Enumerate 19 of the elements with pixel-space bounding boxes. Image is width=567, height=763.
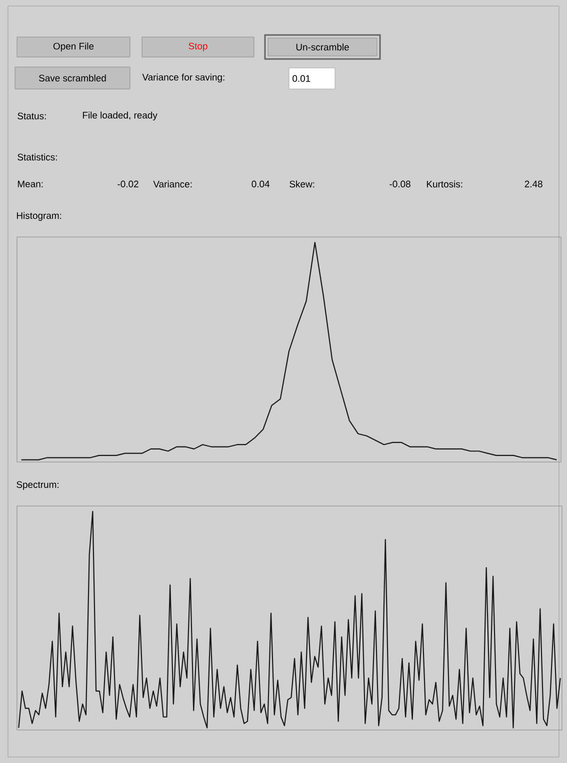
text: Un-scramble [296,44,349,50]
text: -0.08 [390,180,410,188]
chart-title: Histogram: [16,212,62,221]
text: Statistics: [18,154,57,160]
text: 0.04 [252,180,270,188]
chart-title: Spectrum: [16,481,58,490]
text: Open File [53,42,94,52]
text: Stop [188,42,208,52]
text: Variance for saving: [142,74,224,82]
text: Skew: [290,180,314,188]
text: Mean: [18,180,43,188]
text: 2.48 [524,180,542,188]
text: 0.01 [292,75,310,82]
text: Status: [18,112,46,120]
text: File loaded, ready [82,112,158,120]
text: Kurtosis: [426,180,462,188]
text: Variance: [153,180,192,188]
text: -0.02 [118,180,138,188]
text: Save scrambled [39,74,106,82]
